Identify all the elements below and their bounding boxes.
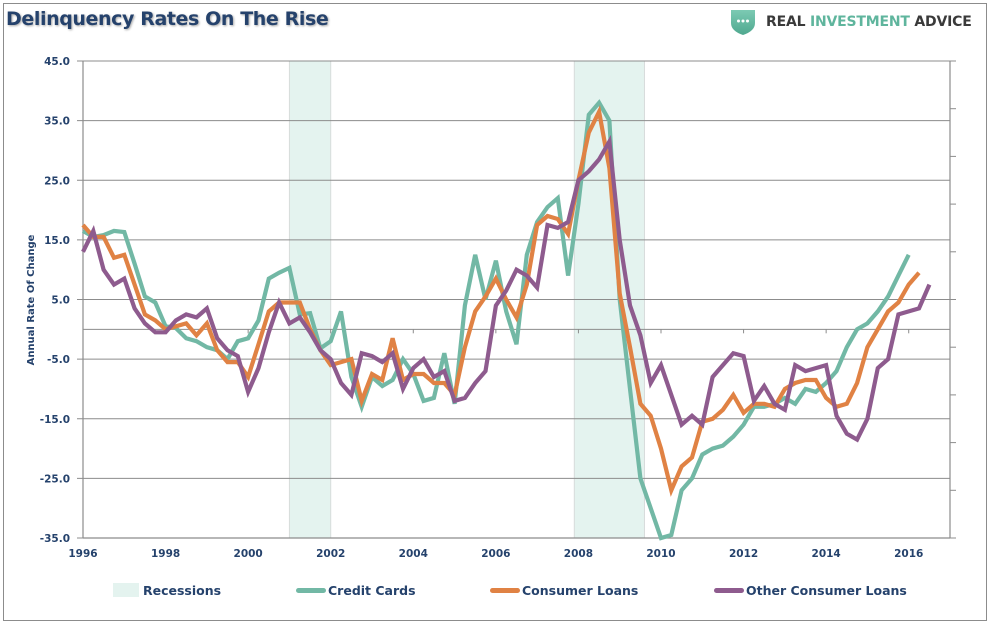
legend-swatch-other-consumer-loans (714, 587, 744, 593)
y-tick-label: 5.0 (51, 295, 70, 307)
y-axis-title: Annual Rate Of Change (26, 234, 37, 365)
y-tick-label: -25.0 (40, 473, 70, 485)
brand-word-real: REAL (766, 14, 806, 30)
x-tick-label: 2008 (564, 548, 593, 560)
shield-dots-icon (731, 10, 755, 35)
x-tick-label: 1998 (151, 548, 180, 560)
brand-word-investment: INVESTMENT (810, 14, 910, 30)
y-tick-label: -15.0 (40, 414, 70, 426)
brand-logo: REAL INVESTMENT ADVICE (730, 8, 972, 36)
y-tick-label: 35.0 (44, 116, 70, 128)
x-tick-label: 2006 (481, 548, 510, 560)
legend-item-credit-cards: Credit Cards (296, 580, 416, 600)
legend-label: Credit Cards (328, 582, 416, 598)
x-tick-label: 2000 (234, 548, 263, 560)
x-tick-label: 2010 (646, 548, 675, 560)
legend-item-recessions: Recessions (113, 580, 221, 600)
y-tick-label: 15.0 (44, 235, 70, 247)
legend-label: Consumer Loans (522, 582, 639, 598)
brand-name: REAL INVESTMENT ADVICE (766, 14, 972, 30)
brand-word-advice: ADVICE (914, 14, 972, 30)
y-tick-label: -35.0 (40, 533, 70, 545)
legend-swatch-recessions (113, 583, 139, 597)
x-tick-label: 1996 (68, 548, 97, 560)
x-tick-label: 2014 (812, 548, 841, 560)
legend-swatch-credit-cards (296, 587, 326, 593)
legend-item-other-consumer-loans: Other Consumer Loans (714, 580, 907, 600)
series-consumer-loans (81, 105, 921, 497)
x-tick-label: 2002 (316, 548, 345, 560)
y-tick-label: -5.0 (47, 354, 70, 366)
x-tick-label: 2012 (729, 548, 758, 560)
y-tick-label: 25.0 (44, 175, 70, 187)
x-tick-label: 2016 (894, 548, 923, 560)
gridlines (77, 60, 950, 539)
legend: Recessions Credit Cards Consumer Loans O… (0, 580, 992, 600)
axes (82, 60, 956, 539)
tick-labels: 45.0 35.0 25.0 15.0 5.0 -5.0 -15.0 -25.0 -35.0 19… (40, 56, 924, 560)
legend-item-consumer-loans: Consumer Loans (490, 580, 638, 600)
y-tick-label: 45.0 (44, 56, 70, 68)
legend-label: Other Consumer Loans (746, 582, 907, 598)
series-lines (81, 99, 932, 541)
series-other-consumer-loans (81, 134, 932, 443)
chart-title: Delinquency Rates On The Rise (6, 8, 329, 30)
x-tick-label: 2004 (399, 548, 428, 560)
legend-swatch-consumer-loans (490, 587, 520, 593)
legend-label: Recessions (143, 582, 222, 598)
